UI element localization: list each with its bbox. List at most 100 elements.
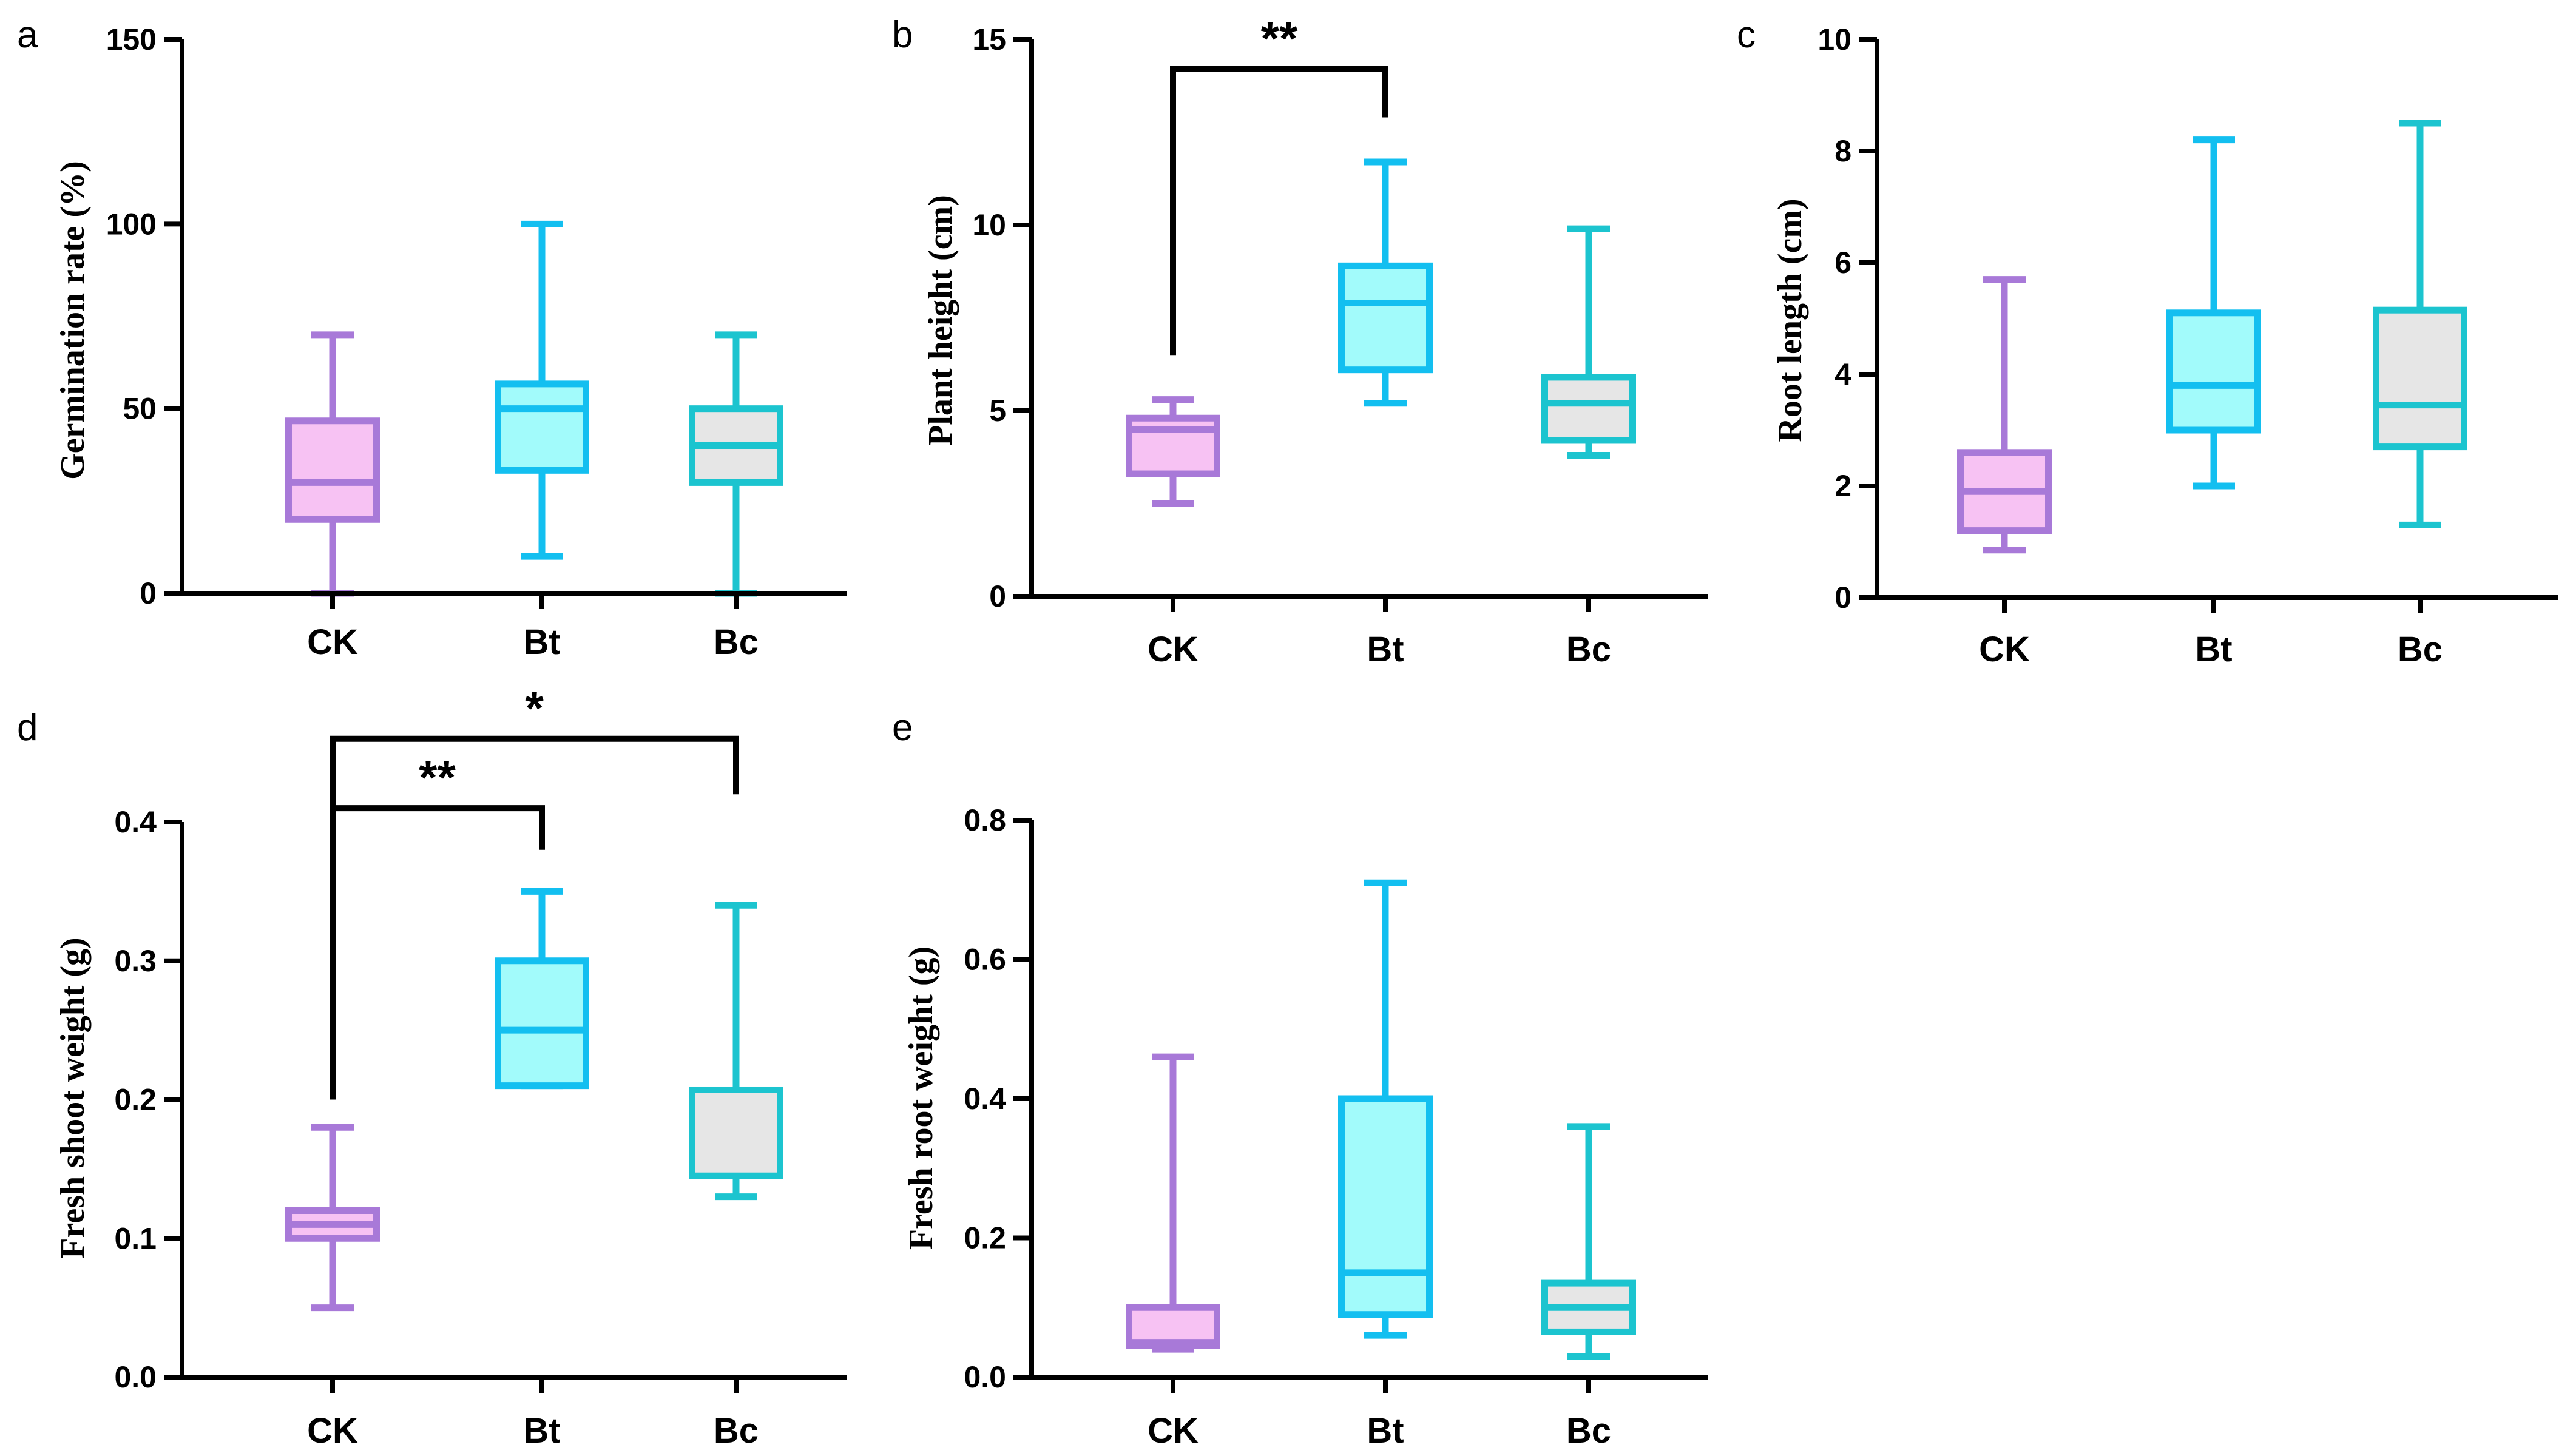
- category-label-bc: Bc: [2398, 630, 2443, 669]
- significance-bracket: **: [1170, 12, 1388, 356]
- y-tick-label: 0.0: [114, 1360, 157, 1394]
- significance-label: **: [419, 750, 456, 804]
- category-label-bc: Bc: [1566, 630, 1611, 669]
- y-tick-label: 0.4: [114, 805, 157, 839]
- panel-letter: c: [1737, 14, 1756, 56]
- y-tick-label: 0.3: [114, 944, 157, 978]
- box-plots: [285, 888, 783, 1312]
- y-axis-title: Fresh shoot weight (g): [54, 937, 92, 1258]
- iqr-box: [689, 1086, 783, 1179]
- iqr-box: [495, 380, 589, 474]
- category-label-ck: CK: [1148, 1411, 1199, 1451]
- y-tick-label: 0.4: [964, 1082, 1006, 1116]
- iqr-box: [495, 957, 589, 1090]
- y-tick-label: 50: [123, 392, 157, 426]
- iqr-box: [1338, 1095, 1433, 1318]
- panel-letter: b: [892, 14, 913, 56]
- iqr-box: [1541, 374, 1636, 444]
- y-tick-label: 2: [1834, 469, 1851, 503]
- category-label-bt: Bt: [1367, 630, 1404, 669]
- category-labels: CK Bt Bc: [1979, 598, 2443, 669]
- y-tick-label: 10: [1817, 22, 1851, 56]
- box-bc: [1541, 1123, 1636, 1360]
- category-label-ck: CK: [307, 1411, 358, 1451]
- box-bc: [2373, 120, 2467, 528]
- significance-bracket: *: [330, 681, 739, 809]
- box-plots: [1126, 158, 1636, 507]
- bracket-line: [330, 805, 545, 1100]
- y-axis-ticks: 0.0 0.2 0.4 0.6 0.8: [964, 803, 1032, 1394]
- y-axis-ticks: 0 2 4 6 8 10: [1817, 22, 1877, 615]
- panel-d: d Fresh shoot weight (g) 0.0 0.1 0.2 0.3 0.4…: [17, 681, 847, 1451]
- category-label-bc: Bc: [1566, 1411, 1611, 1451]
- category-label-bt: Bt: [2195, 630, 2232, 669]
- y-tick-label: 15: [972, 22, 1006, 56]
- y-tick-label: 10: [972, 208, 1006, 242]
- y-axis-title: Root length (cm): [1771, 198, 1809, 442]
- significance-label: *: [525, 681, 544, 735]
- y-tick-label: 100: [106, 207, 157, 241]
- box-plots: [285, 220, 783, 597]
- box-bt: [495, 888, 589, 1090]
- box-bc: [689, 331, 783, 597]
- category-label-bt: Bt: [523, 622, 560, 662]
- y-tick-label: 0: [989, 579, 1006, 613]
- box-bc: [689, 902, 783, 1201]
- category-label-ck: CK: [307, 622, 358, 662]
- y-tick-label: 150: [106, 22, 157, 56]
- y-tick-label: 5: [989, 394, 1006, 428]
- y-tick-label: 0.0: [964, 1360, 1006, 1394]
- y-tick-label: 6: [1834, 246, 1851, 280]
- significance-brackets: **: [1170, 12, 1388, 356]
- box-ck: [285, 331, 380, 597]
- bracket-line: [1170, 66, 1388, 356]
- y-tick-label: 0.6: [964, 943, 1006, 977]
- panel-a: a Germination rate (%) 0 50 100 150 CK Bt Bc: [17, 14, 847, 662]
- bracket-line: [330, 735, 739, 809]
- y-axis-ticks: 0.0 0.1 0.2 0.3 0.4: [114, 805, 182, 1394]
- category-label-bt: Bt: [1367, 1411, 1404, 1451]
- category-label-ck: CK: [1979, 630, 2030, 669]
- iqr-box: [1338, 262, 1433, 374]
- panel-b: b Plant height (cm) 0 5 10 15 ** CK Bt Bc: [892, 12, 1708, 669]
- y-tick-label: 0: [140, 576, 157, 610]
- box-bt: [1338, 158, 1433, 407]
- category-label-bt: Bt: [523, 1411, 560, 1451]
- category-label-bc: Bc: [714, 622, 759, 662]
- box-plots: [1126, 879, 1636, 1360]
- panel-letter: a: [17, 14, 38, 56]
- y-tick-label: 4: [1834, 357, 1851, 391]
- y-tick-label: 0.2: [114, 1083, 157, 1117]
- panel-letter: e: [892, 707, 913, 749]
- y-tick-label: 0.2: [964, 1221, 1006, 1255]
- y-axis-ticks: 0 50 100 150: [106, 22, 182, 610]
- y-tick-label: 0: [1834, 581, 1851, 615]
- panel-c: c Root length (cm) 0 2 4 6 8 10 CK Bt Bc: [1737, 14, 2558, 669]
- box-bt: [1338, 879, 1433, 1339]
- box-bt: [495, 220, 589, 560]
- box-plots: [1957, 120, 2467, 554]
- significance-label: **: [1261, 12, 1298, 65]
- box-ck: [285, 1124, 380, 1312]
- panel-letter: d: [17, 707, 38, 749]
- category-labels: CK Bt Bc: [1148, 1377, 1611, 1451]
- box-ck: [1957, 276, 2052, 554]
- box-bt: [2166, 136, 2261, 490]
- category-labels: CK Bt Bc: [307, 1377, 759, 1451]
- y-tick-label: 0.1: [114, 1221, 157, 1255]
- significance-bracket: **: [330, 750, 545, 1100]
- iqr-box: [2166, 309, 2261, 434]
- y-axis-title: Plant height (cm): [922, 195, 959, 446]
- iqr-box: [285, 417, 380, 523]
- box-bc: [1541, 225, 1636, 459]
- significance-brackets: ***: [330, 681, 739, 1100]
- y-axis-ticks: 0 5 10 15: [972, 22, 1032, 613]
- y-axis-title: Fresh root weight (g): [902, 946, 940, 1250]
- y-axis-title: Germination rate (%): [54, 161, 92, 480]
- category-label-ck: CK: [1148, 630, 1199, 669]
- y-tick-label: 8: [1834, 134, 1851, 168]
- iqr-box: [2373, 306, 2467, 451]
- category-label-bc: Bc: [714, 1411, 759, 1451]
- box-ck: [1126, 396, 1220, 507]
